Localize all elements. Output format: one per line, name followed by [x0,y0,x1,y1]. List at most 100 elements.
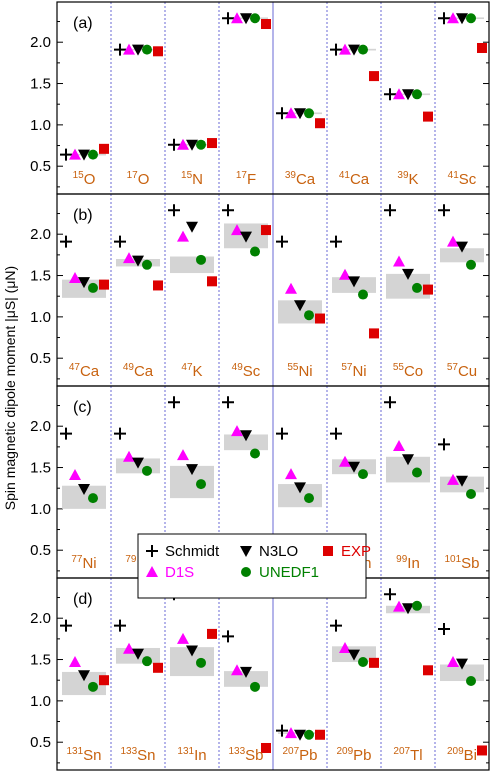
n3lo-marker [78,149,90,161]
panel-label: (d) [73,591,93,608]
y-tick-label: 1.0 [30,501,51,518]
exp-marker [423,284,433,295]
nucleus-label: 49Sc [232,362,261,380]
exp-marker [315,729,325,740]
exp-marker [423,665,433,676]
nucleus-group: 131In [168,588,217,764]
schmidt-marker [168,138,180,151]
nucleus-group: 17F [222,12,271,188]
d1s-marker [177,138,189,150]
d1s-marker [69,656,81,668]
nucleus-group: 41Sc [438,12,487,188]
exp-marker [261,742,271,753]
nucleus-element: Sc [459,171,477,188]
exp-marker [207,276,217,287]
unedf1-marker [196,254,206,265]
y-tick-label: 1.0 [30,309,51,326]
nucleus-element: Sb [245,747,263,764]
nucleus-label: 41Ca [339,170,370,188]
legend-box [137,533,367,599]
y-tick-label: 0.5 [30,350,51,367]
y-tick-label: 0.5 [30,542,51,559]
nucleus-mass: 207 [393,746,410,757]
nucleus-mass: 133 [228,746,245,757]
n3lo-marker [240,666,252,678]
n3lo-marker [294,300,306,312]
nucleus-element: Sc [243,363,261,380]
nucleus-mass: 15 [73,170,85,181]
nucleus-group: 39K [384,88,433,188]
unedf1-marker [304,108,314,119]
unedf1-marker [466,13,476,24]
unedf1-marker [250,448,260,459]
d1s-marker [393,255,405,267]
n3lo-marker [78,484,90,496]
uncertainty-band [62,485,106,509]
panel-label: (a) [73,15,93,32]
y-axis-label: Spin magnetic dipole moment |μS| (μN) [2,266,18,510]
schmidt-marker [222,396,234,409]
uncertainty-band [440,248,484,263]
nucleus-label: 99In [396,554,420,572]
nucleus-element: Pb [299,747,317,764]
schmidt-marker [222,204,234,217]
uncertainty-band [224,434,268,451]
unedf1-marker [88,681,98,692]
unedf1-marker [196,479,206,490]
nucleus-label: 207Pb [282,746,317,764]
nucleus-mass: 49 [123,362,135,373]
schmidt-marker [330,43,342,56]
n3lo-marker [240,430,252,442]
unedf1-marker [250,681,260,692]
unedf1-marker [250,13,260,24]
nucleus-group: 49Ca [114,235,163,380]
nucleus-group: 47Ca [60,235,109,380]
d1s-marker [231,664,243,676]
schmidt-marker [384,204,396,217]
n3lo-marker [294,729,306,741]
y-tick-label: 1.5 [30,268,51,285]
y-tick-label: 0.5 [30,158,51,175]
schmidt-marker [222,12,234,25]
nucleus-mass: 77 [71,554,83,565]
nucleus-label: 209Pb [336,746,371,764]
nucleus-label: 47K [181,362,202,380]
legend-n3lo-marker [240,546,252,557]
n3lo-marker [456,13,468,25]
nucleus-group: 39Ca [276,107,325,188]
nucleus-group: 49Sc [222,204,271,380]
nucleus-mass: 79 [125,554,137,565]
schmidt-marker [114,43,126,56]
legend-d1s-label: D1S [165,564,194,581]
nucleus-element: Ca [350,171,370,188]
nucleus-group: 15O [60,143,109,188]
nucleus-label: 41Sc [448,170,477,188]
legend-n3lo-label: N3LO [259,543,298,560]
n3lo-marker [294,108,306,120]
legend-unedf1-label: UNEDF1 [259,564,319,581]
d1s-marker [447,473,459,485]
schmidt-marker [384,396,396,409]
exp-marker [153,46,163,57]
d1s-marker [123,642,135,654]
nucleus-label: 49Ca [123,362,154,380]
nucleus-group: 77Ni [60,427,106,572]
schmidt-marker [438,438,450,451]
exp-marker [207,138,217,149]
nucleus-label: 55Co [393,362,423,380]
nucleus-group: 207Pb [276,724,325,764]
schmidt-marker [276,724,288,737]
nucleus-element: F [247,171,256,188]
nucleus-element: Cu [458,363,477,380]
nucleus-element: Ca [134,363,154,380]
n3lo-marker [402,268,414,280]
n3lo-marker [348,44,360,56]
nucleus-label: 55Ni [287,362,312,380]
y-tick-label: 1.5 [30,460,51,477]
nucleus-group: 133Sn [114,619,163,764]
nucleus-element: O [138,171,150,188]
unedf1-marker [304,310,314,321]
unedf1-marker [88,493,98,504]
nucleus-group: 99In [384,396,430,572]
